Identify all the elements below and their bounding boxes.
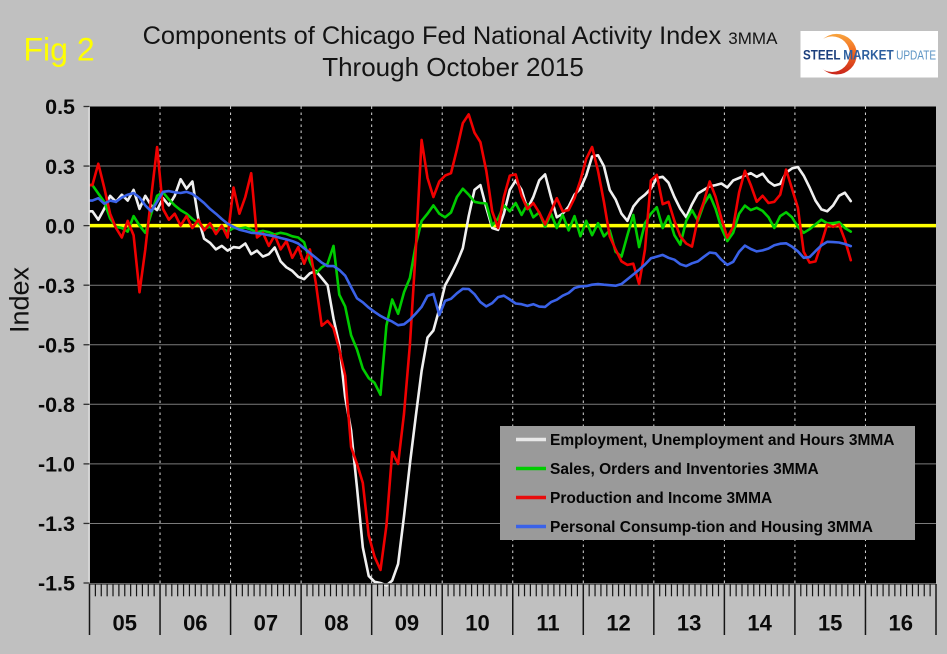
svg-text:15: 15	[818, 611, 842, 636]
svg-text:13: 13	[677, 611, 701, 636]
svg-text:0.5: 0.5	[45, 95, 75, 119]
svg-text:11: 11	[536, 611, 559, 636]
svg-text:-0.8: -0.8	[38, 393, 75, 417]
svg-text:14: 14	[747, 611, 772, 636]
svg-text:-1.0: -1.0	[38, 453, 75, 477]
svg-text:STEEL: STEEL	[803, 48, 841, 63]
svg-text:-0.3: -0.3	[38, 274, 75, 298]
svg-text:16: 16	[888, 611, 912, 636]
svg-text:MARKET: MARKET	[843, 48, 894, 63]
svg-text:-1.5: -1.5	[38, 572, 75, 596]
svg-text:07: 07	[254, 611, 278, 636]
svg-text:-0.5: -0.5	[38, 333, 75, 357]
svg-text:Index: Index	[5, 266, 35, 333]
svg-text:08: 08	[324, 611, 348, 636]
svg-text:Fig 2: Fig 2	[24, 32, 95, 68]
svg-text:05: 05	[113, 611, 137, 636]
svg-text:0.3: 0.3	[45, 155, 75, 179]
svg-text:Production and Income 3MMA: Production and Income 3MMA	[550, 490, 772, 507]
svg-text:UPDATE: UPDATE	[896, 48, 936, 63]
svg-text:12: 12	[606, 611, 630, 636]
svg-text:10: 10	[465, 611, 489, 636]
svg-text:Personal Consump-tion and Hous: Personal Consump-tion and Housing 3MMA	[550, 519, 873, 536]
svg-text:Sales, Orders and Inventories: Sales, Orders and Inventories 3MMA	[550, 461, 819, 478]
svg-text:Employment, Unemployment and H: Employment, Unemployment and Hours 3MMA	[550, 432, 894, 449]
svg-text:0.0: 0.0	[45, 214, 75, 238]
svg-text:09: 09	[395, 611, 419, 636]
svg-text:-1.3: -1.3	[38, 512, 75, 536]
svg-text:Components of Chicago Fed Nati: Components of Chicago Fed National Activ…	[143, 22, 778, 50]
svg-text:Through October 2015: Through October 2015	[322, 52, 584, 82]
svg-text:06: 06	[183, 611, 207, 636]
